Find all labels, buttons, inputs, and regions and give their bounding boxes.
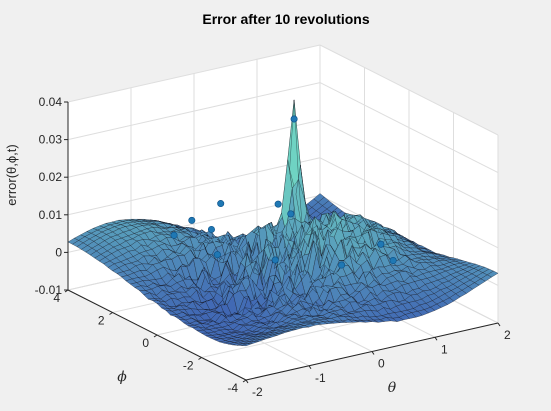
error-marker xyxy=(207,225,215,233)
x-tick-mark xyxy=(308,365,312,370)
y-tick-label: 2 xyxy=(98,314,105,328)
grid-line xyxy=(67,157,321,216)
z-tick-label: 0.04 xyxy=(39,95,63,109)
x-tick-mark xyxy=(371,351,375,355)
z-tick-label: 0.03 xyxy=(39,133,63,147)
chart-title: Error after 10 revolutions xyxy=(202,11,369,27)
error-marker xyxy=(287,210,295,218)
error-marker xyxy=(271,256,279,264)
tick-labels: -2 -1 0 1 2 -4 -2 0 2 4-0.01 0 0.01 0.02 0.03 0.04 xyxy=(35,95,511,399)
x-tick-mark xyxy=(245,379,249,384)
y-tick-label: 4 xyxy=(53,291,60,305)
x-tick-mark xyxy=(434,336,438,341)
y-tick-mark xyxy=(242,379,247,383)
y-tick-mark xyxy=(153,334,158,338)
z-axis-label: error(θ,ϕ,t) xyxy=(4,144,19,205)
error-marker xyxy=(170,231,178,239)
error-marker xyxy=(213,251,221,259)
y-axis-label: ϕ xyxy=(117,369,127,385)
error-marker xyxy=(290,115,298,123)
error-marker xyxy=(338,261,346,269)
z-tick-label: 0 xyxy=(55,245,62,259)
grid-line xyxy=(319,157,499,249)
error-marker xyxy=(389,257,397,265)
grid-line xyxy=(319,82,499,174)
y-tick-label: 0 xyxy=(142,336,149,350)
grid-line xyxy=(67,44,321,103)
y-tick-mark xyxy=(109,312,113,315)
error-marker xyxy=(377,240,385,248)
error-marker xyxy=(274,200,282,208)
error-surface xyxy=(67,99,499,347)
error-marker xyxy=(188,216,196,224)
x-tick-label: 0 xyxy=(378,357,385,371)
y-tick-label: -4 xyxy=(227,381,238,395)
x-axis-label: θ xyxy=(388,380,397,396)
grid-line xyxy=(319,119,499,211)
x-tick-label: -1 xyxy=(315,371,326,385)
x-tick-label: -2 xyxy=(252,385,263,399)
grid-line xyxy=(319,44,499,136)
y-tick-mark xyxy=(198,357,202,360)
x-tick-mark xyxy=(497,322,501,327)
x-tick-label: 1 xyxy=(441,342,448,356)
y-tick-label: -2 xyxy=(183,359,194,373)
error-marker xyxy=(217,200,225,208)
surface-face xyxy=(486,270,499,278)
grid-line xyxy=(67,119,321,178)
z-tick-label: 0.01 xyxy=(39,208,63,222)
error-markers xyxy=(170,115,397,269)
x-tick-label: 2 xyxy=(504,328,511,342)
z-tick-label: 0.02 xyxy=(39,170,63,184)
z-tick-label: -0.01 xyxy=(35,283,63,297)
grid-line xyxy=(67,82,321,141)
